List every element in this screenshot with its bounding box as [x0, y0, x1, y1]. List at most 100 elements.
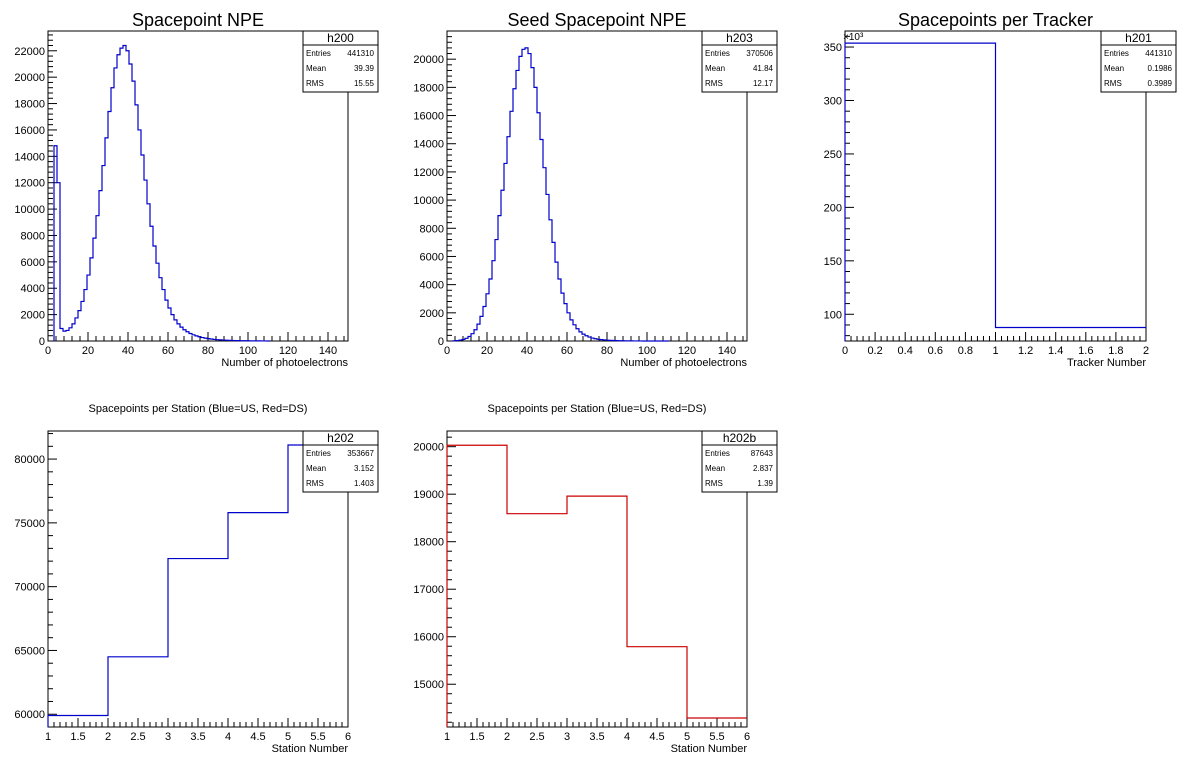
y-tick-label: 65000: [14, 645, 45, 657]
stats-box-name: h203: [726, 31, 753, 45]
y-tick-label: 20000: [14, 72, 45, 84]
x-tick-label: 2.5: [130, 731, 145, 743]
stats-row-value: 0.3989: [1148, 79, 1173, 88]
chart-title: Spacepoints per Station (Blue=US, Red=DS…: [488, 403, 707, 415]
stats-row-value: 370506: [746, 49, 773, 58]
stats-row-label: Mean: [705, 464, 725, 473]
x-tick-label: 4.5: [250, 731, 265, 743]
y-tick-label: 100: [824, 309, 842, 321]
plot-frame: [47, 30, 349, 342]
x-axis-title: Station Number: [272, 743, 349, 755]
y-tick-label: 6000: [420, 251, 444, 263]
histogram-line: [452, 47, 670, 342]
x-tick-label: 20: [481, 345, 493, 357]
stats-row-label: Mean: [306, 64, 326, 73]
y-tick-label: 10000: [413, 195, 444, 207]
y-tick-label: 8000: [420, 223, 444, 235]
stats-row-label: Entries: [705, 49, 730, 58]
stats-row-value: 15.55: [354, 79, 375, 88]
x-tick-label: 3.5: [190, 731, 205, 743]
x-tick-label: 2: [105, 731, 111, 743]
stats-row-label: RMS: [306, 479, 324, 488]
chart-title: Spacepoints per Station (Blue=US, Red=DS…: [89, 403, 308, 415]
y-tick-label: 4000: [21, 283, 45, 295]
y-tick-label: 70000: [14, 582, 45, 594]
stats-row-label: Entries: [306, 49, 331, 58]
stats-box: h203 Entries 370506 Mean 41.84 RMS 12.17: [701, 30, 778, 93]
x-tick-label: 1.6: [1078, 345, 1093, 357]
stats-row-value: 39.39: [354, 64, 375, 73]
x-tick-label: 0: [842, 345, 848, 357]
stats-row-label: RMS: [705, 79, 723, 88]
y-tick-label: 20000: [413, 54, 444, 66]
stats-row-label: RMS: [705, 479, 723, 488]
x-tick-label: 0.8: [958, 345, 973, 357]
stats-row-label: Entries: [705, 449, 730, 458]
x-tick-label: 80: [601, 345, 613, 357]
stats-row-label: RMS: [306, 79, 324, 88]
y-tick-label: 15000: [413, 679, 444, 691]
y-tick-label: 350: [824, 42, 842, 54]
x-tick-label: 1.4: [1048, 345, 1063, 357]
x-tick-label: 20: [82, 345, 94, 357]
stats-row-value: 41.84: [753, 64, 774, 73]
y-tick-label: 4000: [420, 280, 444, 292]
x-tick-label: 1: [444, 731, 450, 743]
y-tick-label: 12000: [413, 167, 444, 179]
histogram-panel-h201: Spacepoints per Tracker 100 150 200 250 300 35…: [824, 10, 1177, 369]
y-tick-label: 8000: [21, 230, 45, 242]
x-tick-label: 6: [345, 731, 351, 743]
chart-title: Spacepoint NPE: [132, 10, 264, 30]
y-tick-label: 200: [824, 202, 842, 214]
x-tick-label: 5: [684, 731, 690, 743]
stats-box: h202b Entries 87643 Mean 2.837 RMS 1.39: [701, 430, 778, 493]
x-tick-label: 40: [521, 345, 533, 357]
y-tick-label: 2000: [21, 310, 45, 322]
y-tick-label: 19000: [413, 489, 444, 501]
stats-box-frame: [701, 430, 778, 493]
y-tick-label: 14000: [413, 139, 444, 151]
stats-row-value: 12.17: [753, 79, 774, 88]
stats-row-value: 3.152: [354, 464, 375, 473]
x-tick-label: 120: [279, 345, 297, 357]
stats-row-label: Mean: [306, 464, 326, 473]
stats-row-value: 0.1986: [1148, 64, 1173, 73]
histogram-line: [53, 44, 271, 342]
stats-row-value: 441310: [347, 49, 374, 58]
x-tick-label: 5: [285, 731, 291, 743]
x-axis-title: Tracker Number: [1067, 357, 1146, 369]
y-tick-label: 75000: [14, 518, 45, 530]
histogram-panel-h202b: Spacepoints per Station (Blue=US, Red=DS…: [413, 403, 778, 755]
x-tick-label: 140: [319, 345, 337, 357]
x-tick-label: 4: [624, 731, 630, 743]
stats-row-value: 2.837: [753, 464, 774, 473]
y-tick-label: 300: [824, 95, 842, 107]
y-tick-label: 150: [824, 256, 842, 268]
x-tick-label: 1.8: [1108, 345, 1123, 357]
x-tick-label: 1: [45, 731, 51, 743]
x-tick-label: 1: [992, 345, 998, 357]
x-tick-label: 0.6: [928, 345, 943, 357]
x-tick-label: 6: [744, 731, 750, 743]
x-axis-title: Number of photoelectrons: [620, 357, 747, 369]
x-tick-label: 1.2: [1018, 345, 1033, 357]
y-tick-label: 6000: [21, 257, 45, 269]
y-tick-label: 2000: [420, 308, 444, 320]
stats-row-value: 87643: [751, 449, 774, 458]
histogram-panel-h202: Spacepoints per Station (Blue=US, Red=DS…: [14, 403, 379, 755]
stats-row-value: 1.403: [354, 479, 375, 488]
stats-row-label: Mean: [1104, 64, 1124, 73]
y-tick-label: 250: [824, 149, 842, 161]
y-tick-label: 22000: [14, 46, 45, 58]
stats-row-value: 1.39: [757, 479, 773, 488]
y-tick-label: 80000: [14, 454, 45, 466]
stats-box: h201 Entries 441310 Mean 0.1986 RMS 0.3989: [1100, 30, 1177, 93]
x-tick-label: 140: [718, 345, 736, 357]
x-tick-label: 0: [45, 345, 51, 357]
y-tick-label: 17000: [413, 584, 444, 596]
stats-row-label: RMS: [1104, 79, 1122, 88]
stats-box-frame: [302, 430, 379, 493]
x-tick-label: 3: [564, 731, 570, 743]
stats-row-label: Entries: [1104, 49, 1129, 58]
